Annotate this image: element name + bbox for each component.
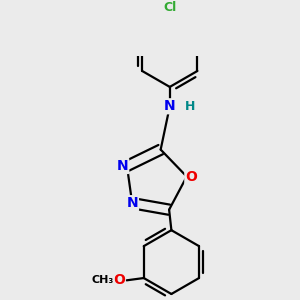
Text: O: O xyxy=(113,273,124,287)
Text: N: N xyxy=(117,159,128,173)
Text: O: O xyxy=(185,169,197,184)
Text: N: N xyxy=(164,99,176,113)
Text: H: H xyxy=(184,100,195,113)
Text: CH₃: CH₃ xyxy=(92,275,114,285)
Text: Cl: Cl xyxy=(163,1,176,14)
Text: N: N xyxy=(126,196,138,210)
